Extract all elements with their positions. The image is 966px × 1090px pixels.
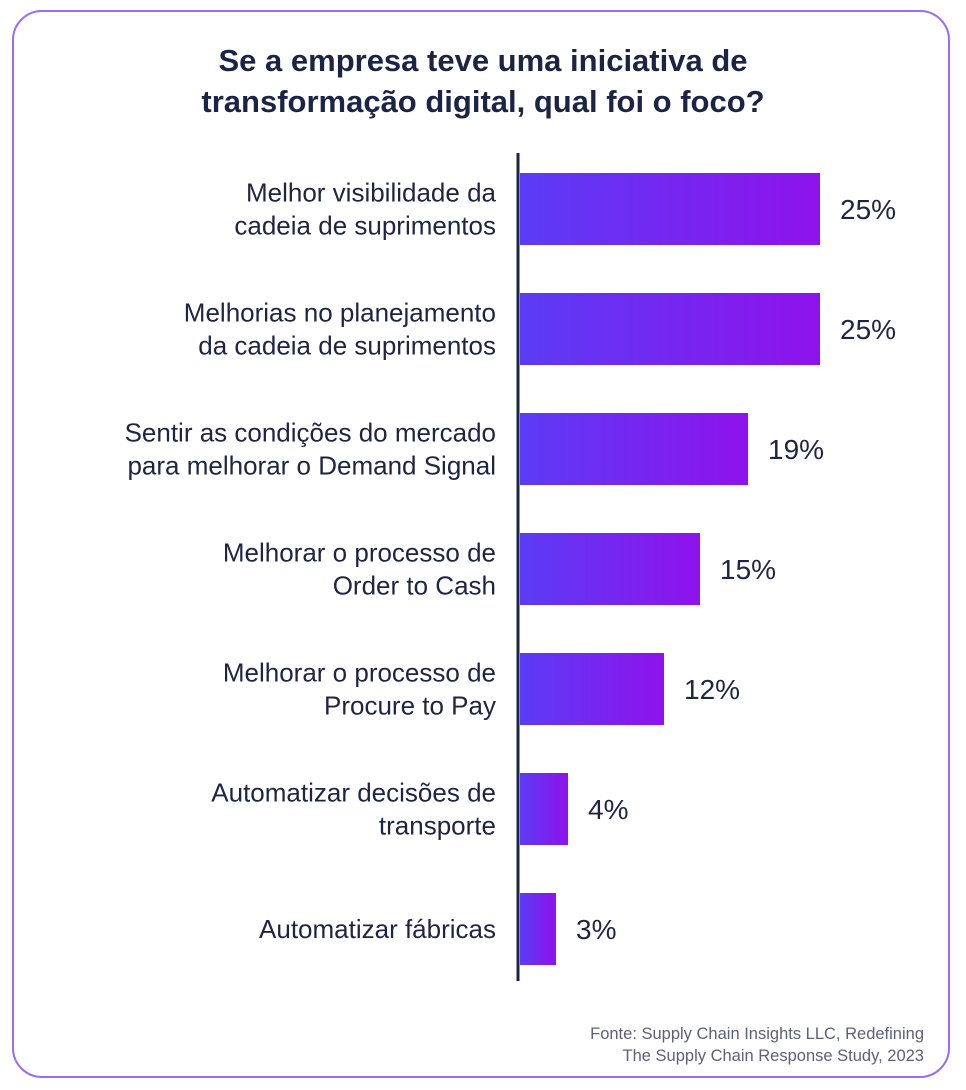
- value-label-4: 15%: [720, 554, 776, 585]
- source-line-1: Fonte: Supply Chain Insights LLC, Redefi…: [590, 1025, 924, 1043]
- bar-6: [520, 773, 568, 845]
- category-label-1-line-1: Melhor visibilidade da: [246, 178, 497, 208]
- category-label-5-line-2: Procure to Pay: [324, 691, 496, 721]
- category-label-7: Automatizar fábricas: [259, 914, 496, 944]
- bar-7: [520, 893, 556, 965]
- category-label-7-line-1: Automatizar fábricas: [259, 914, 496, 944]
- category-label-2-line-1: Melhorias no planejamento: [184, 298, 496, 328]
- category-label-3-line-2: para melhorar o Demand Signal: [127, 451, 496, 481]
- chart-title-line-1: Se a empresa teve uma iniciativa de: [218, 43, 748, 78]
- category-label-2-line-2: da cadeia de suprimentos: [198, 331, 496, 361]
- value-label-2: 25%: [840, 314, 896, 345]
- bar-2: [520, 293, 820, 365]
- bars-group: [520, 173, 820, 965]
- value-label-3: 19%: [768, 434, 824, 465]
- value-labels-group: 25% 25% 19% 15% 12% 4% 3%: [576, 194, 896, 945]
- bar-1: [520, 173, 820, 245]
- value-label-5: 12%: [684, 674, 740, 705]
- bar-5: [520, 653, 664, 725]
- category-label-3-line-1: Sentir as condições do mercado: [125, 418, 496, 448]
- category-label-4-line-1: Melhorar o processo de: [223, 538, 496, 568]
- chart-title: Se a empresa teve uma iniciativa de tran…: [60, 40, 906, 122]
- value-label-7: 3%: [576, 914, 616, 945]
- category-label-2: Melhorias no planejamento da cadeia de su…: [184, 298, 496, 361]
- source-note: Fonte: Supply Chain Insights LLC, Redefi…: [590, 1023, 924, 1067]
- category-label-6-line-1: Automatizar decisões de: [211, 778, 496, 808]
- category-label-4: Melhorar o processo de Order to Cash: [223, 538, 496, 601]
- category-labels-group: Melhor visibilidade da cadeia de suprimen…: [125, 178, 497, 945]
- category-label-3: Sentir as condições do mercado para melho…: [125, 418, 496, 481]
- category-label-5: Melhorar o processo de Procure to Pay: [223, 658, 496, 721]
- category-label-6: Automatizar decisões de transporte: [211, 778, 496, 841]
- bar-3: [520, 413, 748, 485]
- category-label-4-line-2: Order to Cash: [333, 571, 496, 601]
- category-label-1-line-2: cadeia de suprimentos: [234, 211, 496, 241]
- source-line-2: The Supply Chain Response Study, 2023: [622, 1047, 924, 1065]
- chart-title-line-2: transformação digital, qual foi o foco?: [201, 84, 765, 119]
- category-label-1: Melhor visibilidade da cadeia de suprimen…: [234, 178, 496, 241]
- bar-4: [520, 533, 700, 605]
- category-label-5-line-1: Melhorar o processo de: [223, 658, 496, 688]
- value-label-6: 4%: [588, 794, 628, 825]
- value-label-1: 25%: [840, 194, 896, 225]
- category-label-6-line-2: transporte: [379, 811, 496, 841]
